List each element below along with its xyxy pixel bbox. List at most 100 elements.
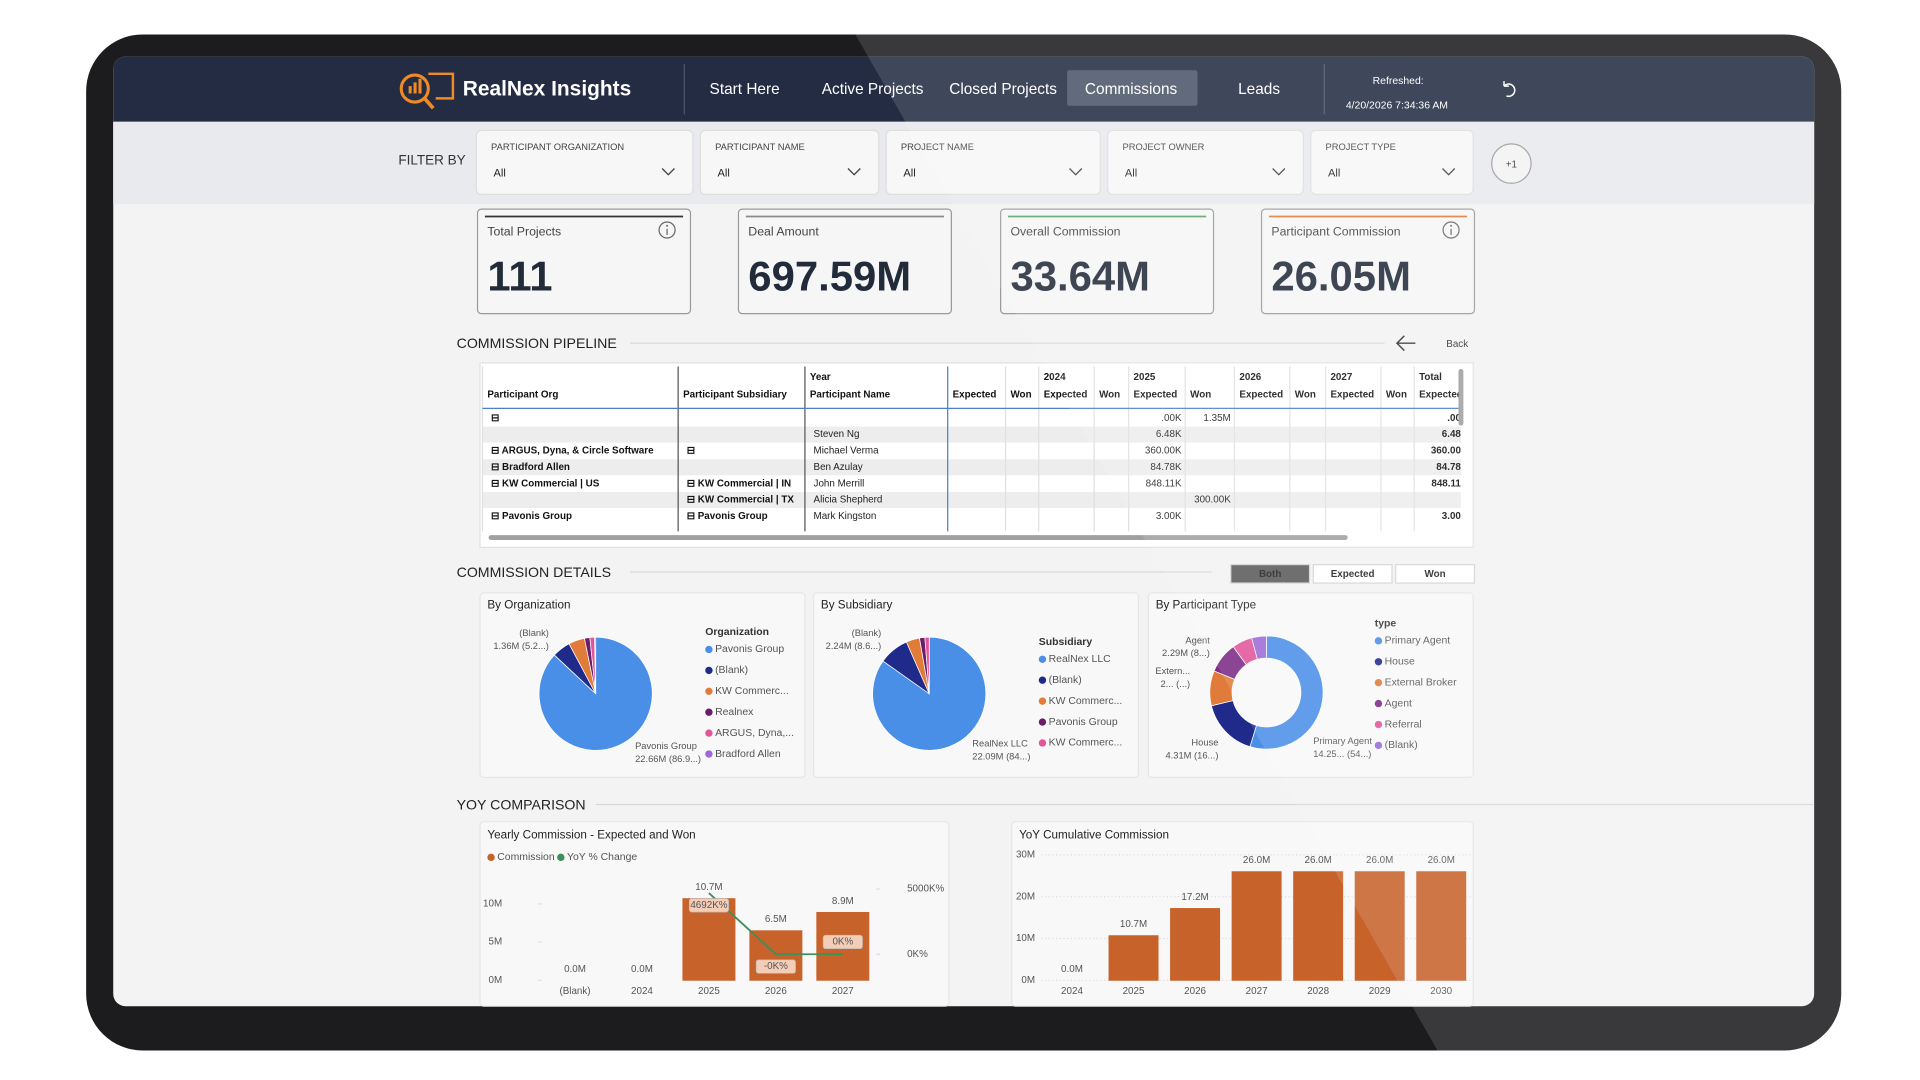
chart-title: By Participant Type <box>1156 598 1256 611</box>
legend-label: Commission <box>497 852 555 863</box>
data-label: 22.66M (86.9...) <box>635 754 701 764</box>
data-label: 4.31M (16...) <box>1165 750 1218 760</box>
column-header: Participant Org <box>487 389 558 400</box>
legend-swatch <box>1038 655 1047 664</box>
nav-tab[interactable]: Active Projects <box>822 81 924 98</box>
legend-swatch <box>1374 658 1383 666</box>
table-cell: 848.11K <box>1146 478 1182 489</box>
line-value-label: 0K% <box>832 937 853 948</box>
legend-label: Primary Agent <box>1385 636 1451 647</box>
legend-swatch <box>1374 741 1383 750</box>
data-label-name: (Blank) <box>852 628 882 638</box>
column-header: 2025 <box>1134 372 1156 383</box>
x-tick-label: 2024 <box>1061 986 1083 997</box>
legend-label: RealNex LLC <box>1049 654 1112 665</box>
logo <box>399 72 455 110</box>
x-tick-label: 2026 <box>765 986 787 997</box>
column-header: Expected <box>1419 389 1463 400</box>
bar-value-label: 26.0M <box>1243 855 1270 866</box>
legend-swatch <box>1374 720 1383 729</box>
column-header: Won <box>1386 389 1407 400</box>
bar-value-label: 6.5M <box>765 914 787 925</box>
legend-swatch <box>705 687 713 695</box>
data-label-name: Primary Agent <box>1313 736 1372 746</box>
chevron <box>1441 168 1456 176</box>
x-tick-label: (Blank) <box>559 986 590 997</box>
kpi-label: Participant Commission <box>1271 225 1400 239</box>
v-scrollbar[interactable] <box>1458 369 1464 426</box>
column-header: 2026 <box>1239 372 1261 383</box>
nav-tab[interactable]: Start Here <box>710 81 780 98</box>
line-value-label: -0K% <box>764 961 788 972</box>
filter-value: All <box>1328 167 1340 179</box>
back-arrow[interactable] <box>1395 335 1416 352</box>
y-tick-label: 30M <box>1016 849 1035 860</box>
table-cell: 3.00K <box>1156 511 1182 522</box>
table-cell: Steven Ng <box>814 429 860 440</box>
bar <box>1231 871 1282 981</box>
toggle-label[interactable]: Won <box>1425 569 1446 580</box>
info-icon <box>1450 224 1453 227</box>
y-tick-label: 0M <box>488 975 502 986</box>
x-tick-label: 2027 <box>832 986 854 997</box>
more-filters[interactable] <box>1491 143 1532 184</box>
kpi-card <box>1260 208 1476 315</box>
h-scrollbar[interactable] <box>488 535 1348 540</box>
table-cell: ⊟ KW Commercial | IN <box>687 478 791 489</box>
data-label: 2... (...) <box>1161 679 1191 689</box>
filter-value: All <box>903 167 915 179</box>
toggle-button[interactable] <box>1230 563 1311 584</box>
table-cell: .00K <box>1161 413 1182 424</box>
toggle-button[interactable] <box>1395 563 1476 584</box>
info-icon <box>666 224 669 227</box>
column-header: Expected <box>1239 389 1283 400</box>
nav-tab[interactable]: Closed Projects <box>949 81 1057 98</box>
filter-dropdown[interactable] <box>1107 129 1305 195</box>
legend-label: Pavonis Group <box>1049 717 1118 728</box>
legend-label: YoY % Change <box>567 852 637 863</box>
table-cell: Ben Azulay <box>814 462 863 473</box>
row-band <box>482 459 1461 476</box>
legend-label: (Blank) <box>715 665 748 676</box>
kpi-card <box>476 208 692 315</box>
table-cell: Mark Kingston <box>814 511 877 522</box>
table-cell: ⊟ KW Commercial | TX <box>687 495 795 506</box>
filter-dropdown[interactable] <box>475 129 694 195</box>
data-label-name: RealNex LLC <box>972 739 1028 749</box>
legend-swatch <box>705 750 713 758</box>
legend-label: KW Commerc... <box>715 686 789 697</box>
toggle-button[interactable] <box>1312 563 1393 584</box>
filter-label: PARTICIPANT ORGANIZATION <box>491 142 624 152</box>
bar <box>1354 871 1405 981</box>
y2-tick-label: 5000K% <box>907 884 944 895</box>
kpi-label: Overall Commission <box>1010 225 1120 239</box>
undo-button[interactable] <box>1503 81 1516 98</box>
line-series <box>708 892 843 956</box>
filter-value: All <box>1125 167 1137 179</box>
back-button[interactable]: Back <box>1446 339 1468 350</box>
data-label: 2.29M (8...) <box>1162 648 1210 658</box>
active-tab <box>1067 70 1198 106</box>
column-header: 2027 <box>1330 372 1352 383</box>
filter-dropdown[interactable] <box>1310 129 1474 195</box>
bar-value-label: 8.9M <box>832 896 854 907</box>
filter-dropdown[interactable] <box>699 129 880 195</box>
nav-tab[interactable]: Commissions <box>1085 81 1178 98</box>
bar-value-label: 0.0M <box>1061 964 1083 975</box>
filter-dropdown[interactable] <box>885 129 1101 195</box>
column-header: Expected <box>1134 389 1178 400</box>
legend-swatch <box>1374 678 1383 687</box>
toggle-label[interactable]: Expected <box>1331 569 1375 580</box>
pie-slice <box>594 636 597 694</box>
more-filters-label[interactable]: +1 <box>1506 159 1517 170</box>
kpi-label: Deal Amount <box>748 225 819 239</box>
legend-label: Pavonis Group <box>715 644 784 655</box>
nav-tab[interactable]: Leads <box>1238 81 1280 98</box>
data-label: 14.25... (54...) <box>1313 749 1371 759</box>
toggle-label[interactable]: Both <box>1259 569 1281 580</box>
info-icon <box>1442 221 1460 239</box>
chart-title: YoY Cumulative Commission <box>1019 828 1169 841</box>
table-cell: 848.11 <box>1431 478 1461 489</box>
